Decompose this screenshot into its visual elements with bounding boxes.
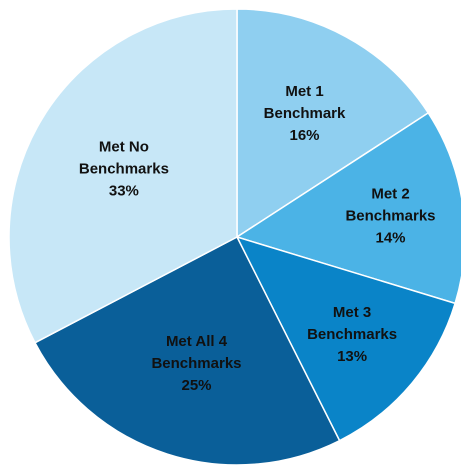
slice-value-label: 33%	[109, 183, 139, 200]
slice-category-label: Met 3	[333, 304, 371, 321]
slice-category-label: Benchmarks	[151, 355, 241, 372]
slice-category-label: Met 1	[285, 83, 323, 100]
slice-category-label: Met 2	[371, 185, 409, 202]
pie-slice	[235, 235, 457, 442]
slice-value-label: 25%	[181, 377, 211, 394]
slice-value-label: 13%	[337, 348, 367, 365]
pie-slice	[235, 111, 461, 305]
slice-category-label: Met No	[99, 139, 149, 156]
slice-value-label: 14%	[375, 229, 405, 246]
slice-category-label: Benchmarks	[307, 326, 397, 343]
slice-category-label: Benchmarks	[79, 161, 169, 178]
pie-slice	[33, 235, 341, 465]
slice-category-label: Benchmark	[264, 105, 346, 122]
slice-category-label: Met All 4	[166, 333, 228, 350]
slice-category-label: Benchmarks	[345, 207, 435, 224]
pie-slice	[8, 8, 238, 344]
pie-slice	[236, 8, 430, 239]
slice-value-label: 16%	[289, 127, 319, 144]
